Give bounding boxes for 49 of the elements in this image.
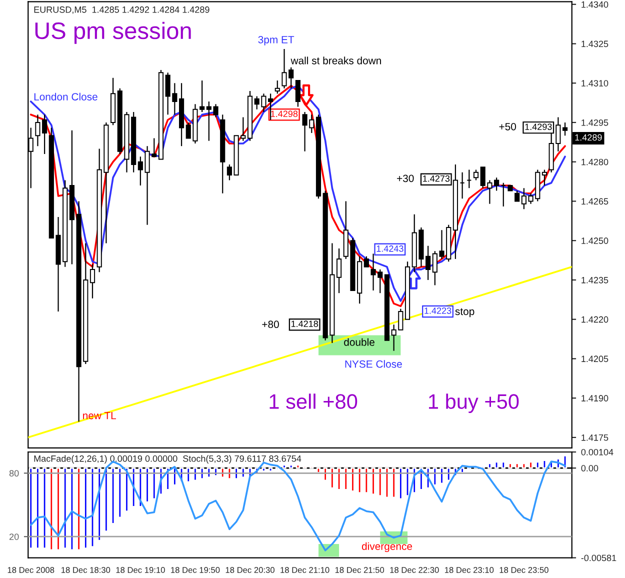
annotation: London Close (34, 92, 98, 100)
x-tick-label: 18 Dec 19:50 (171, 567, 220, 573)
y-tick-label: 1.4265 (582, 198, 608, 205)
annotation: 3pm ET (258, 36, 294, 46)
y-tick-label: 1.4175 (582, 434, 608, 441)
annotation: wall st breaks down (290, 56, 381, 64)
annotation: +30 (397, 174, 414, 182)
annotation: +80 (262, 320, 279, 328)
y-tick-label: -0.00581 (581, 554, 616, 562)
annotation: 1 buy +50 (429, 394, 519, 414)
annotation: divergence (362, 542, 412, 552)
y-tick-label: 1.4205 (582, 356, 608, 362)
annotation: double (344, 338, 374, 346)
text: US pm session (35, 22, 191, 44)
x-tick-label: 18 Dec 23:10 (445, 567, 494, 573)
annotation: 1.4273 (423, 175, 450, 182)
annotation: 1.4298 (271, 110, 298, 118)
x-tick-label: 18 Dec 21:50 (335, 567, 384, 573)
x-tick-label: 18 Dec 21:10 (280, 567, 330, 573)
annotation: 1.4289 (575, 134, 602, 141)
chart-title: MacFade(12,26,1) 0.00019 0.00000 Stoch(5,3,3) 79.6117 83.6754 (34, 455, 302, 464)
annotation: NYSE Close (345, 360, 402, 368)
annotation: 1.4218 (291, 320, 318, 328)
y-tick-label: 1.4340 (582, 1, 608, 8)
x-tick-label: 18 Dec 20:30 (226, 567, 274, 573)
y-tick-label: 1.4295 (582, 119, 608, 126)
y-tick-label: 1.4310 (582, 80, 608, 86)
y-tick-label: 1.4235 (582, 276, 608, 284)
y-tick-label: 0.00104 (581, 448, 614, 456)
annotation: 1.4293 (525, 124, 552, 130)
annotation: 1 sell +80 (270, 394, 358, 409)
x-tick-label: 18 Dec 2008 (8, 567, 54, 573)
y-tick-label: 1.4250 (582, 238, 608, 244)
x-tick-label: 18 Dec 18:30 (62, 567, 110, 573)
y2-tick-label: 20 (10, 534, 19, 540)
y-tick-label: 1.4220 (582, 316, 608, 323)
annotation: +50 (499, 122, 516, 130)
y-tick-label: 1.4280 (582, 158, 608, 166)
x-tick-label: 18 Dec 19:10 (116, 567, 165, 573)
x-tick-label: 18 Dec 22:30 (390, 567, 439, 573)
annotation: 1.4243 (376, 245, 404, 252)
annotation: stop (455, 308, 474, 318)
y-tick-label: 1.4325 (582, 40, 608, 48)
y-tick-label: 1.4190 (582, 395, 608, 402)
x-tick-label: 18 Dec 23:50 (500, 567, 548, 573)
y2-tick-label: 80 (9, 470, 19, 477)
chart-title: EURUSD,M5 1.4285 1.4292 1.4284 1.4289 (34, 6, 210, 14)
y-tick-label: 0.00 (581, 465, 598, 472)
annotation: 1.4223 (424, 307, 452, 314)
